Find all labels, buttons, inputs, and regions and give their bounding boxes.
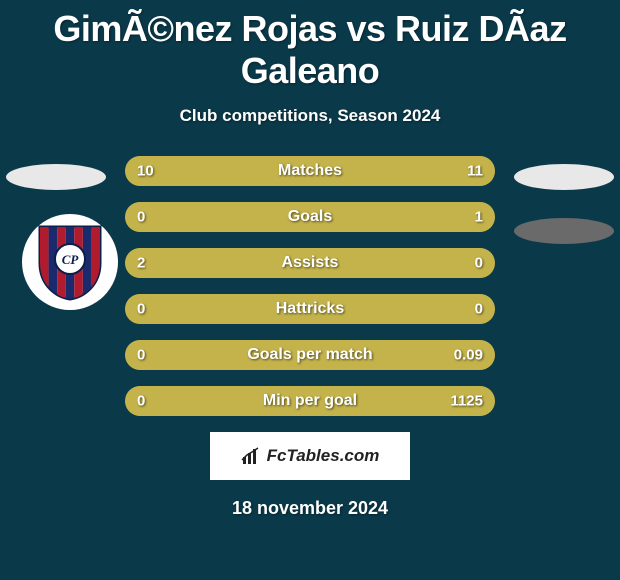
page-title: GimÃ©nez Rojas vs Ruiz DÃ­az Galeano <box>0 0 620 92</box>
stat-label: Goals per match <box>125 346 495 364</box>
subtitle: Club competitions, Season 2024 <box>0 106 620 126</box>
stat-label: Matches <box>125 162 495 180</box>
avatar-placeholder-right-1 <box>514 164 614 190</box>
bar-chart-icon <box>241 446 261 466</box>
club-shield-icon: CP <box>36 223 104 301</box>
stat-label: Goals <box>125 208 495 226</box>
stat-row-matches: 10 Matches 11 <box>125 156 495 186</box>
stat-row-min-per-goal: 0 Min per goal 1125 <box>125 386 495 416</box>
branding-text: FcTables.com <box>267 446 380 466</box>
stat-row-hattricks: 0 Hattricks 0 <box>125 294 495 324</box>
svg-text:CP: CP <box>62 252 80 267</box>
stat-row-goals: 0 Goals 1 <box>125 202 495 232</box>
stat-right-value: 0 <box>475 301 483 318</box>
club-badge-left: CP <box>22 214 118 310</box>
stat-right-value: 0 <box>475 255 483 272</box>
stat-label: Assists <box>125 254 495 272</box>
stat-label: Min per goal <box>125 392 495 410</box>
stat-bars: 10 Matches 11 0 Goals 1 2 Assists 0 0 Ha… <box>125 156 495 416</box>
stat-right-value: 1125 <box>450 393 483 410</box>
stat-right-value: 1 <box>475 209 483 226</box>
stat-right-value: 0.09 <box>454 347 483 364</box>
stat-row-goals-per-match: 0 Goals per match 0.09 <box>125 340 495 370</box>
stat-label: Hattricks <box>125 300 495 318</box>
comparison-panel: CP 10 Matches 11 0 Goals 1 2 Assists 0 <box>0 156 620 519</box>
avatar-placeholder-right-2 <box>514 218 614 244</box>
stat-right-value: 11 <box>467 163 483 180</box>
stat-row-assists: 2 Assists 0 <box>125 248 495 278</box>
date-text: 18 november 2024 <box>0 498 620 519</box>
avatar-placeholder-left <box>6 164 106 190</box>
branding-box: FcTables.com <box>210 432 410 480</box>
